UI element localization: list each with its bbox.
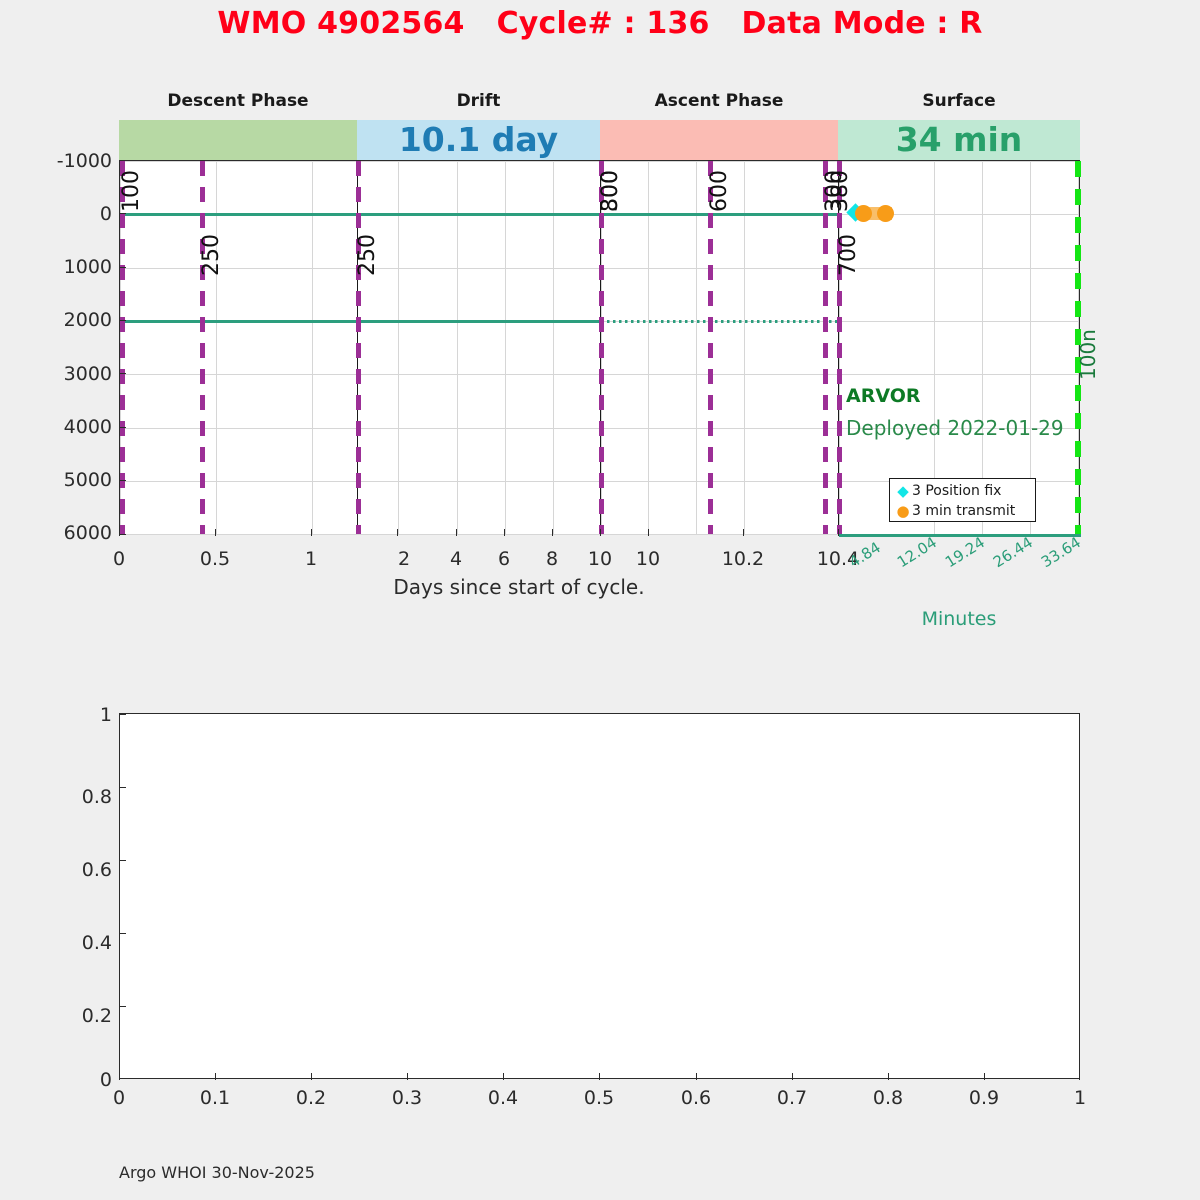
annotation-100: 100 [119,170,144,212]
minutes-tick-label: 12.04 [894,533,940,572]
event-line-800 [599,161,604,534]
ytick2-label: 0.8 [81,786,112,808]
reference-line-0 [120,213,839,216]
circle-icon: ● [896,501,910,520]
minutes-axis-label: Minutes [921,608,997,630]
ytick-label: 0 [99,203,112,225]
reference-line-2000-dotted [601,320,839,323]
ytick-label: 4000 [63,416,112,438]
xtick2-label: 0.5 [583,1087,615,1109]
event-line-surface-end [1075,161,1081,534]
ytick2-label: 1 [99,704,112,726]
phase-duration-surface: 34 min [895,120,1023,159]
xtick-label: 10 [587,548,613,570]
annotation-250a: 250 [199,234,224,276]
xtick-label: 2 [397,548,411,570]
ytick-label: 5000 [63,469,112,491]
xtick-label: 1 [304,548,318,570]
event-line-250a [200,161,205,534]
phase-label-surface: Surface [922,91,996,111]
annotation-380: 380 [828,170,853,212]
xaxis-label: Days since start of cycle. [393,575,645,599]
secondary-plot [119,713,1080,1079]
phase-label-ascent: Ascent Phase [654,91,784,111]
xtick-label: 0.5 [199,548,231,570]
legend-item-transmit: ● 3 min transmit [894,501,1031,521]
event-line-700 [837,161,842,534]
xtick-label: 4 [449,548,463,570]
phase-label-descent: Descent Phase [167,91,309,111]
annotation-100n: 100n [1076,329,1100,380]
xtick2-label: 0.2 [295,1087,327,1109]
reference-line-surface [839,534,1081,537]
float-model: ARVOR [846,385,921,407]
transmit-marker-2 [877,205,894,222]
xtick2-label: 0.9 [968,1087,1000,1109]
xtick2-label: 0.7 [776,1087,808,1109]
minutes-tick-label: 26.44 [990,533,1036,572]
legend-label-transmit: 3 min transmit [912,503,1016,519]
diamond-icon: ◆ [897,481,909,500]
event-line-600 [708,161,713,534]
float-deployed: Deployed 2022-01-29 [846,416,1064,440]
ytick2-label: 0.2 [81,1005,112,1027]
annotation-700: 700 [836,234,861,276]
phase-duration-drift: 10.1 day [398,120,559,159]
ytick-label: 2000 [63,309,112,331]
phase-band-drift [357,120,600,160]
legend-item-position-fix: ◆ 3 Position fix [894,481,1031,501]
xtick-label: 10 [635,548,661,570]
xtick2-label: 0.6 [680,1087,712,1109]
xtick-label: 10.2 [721,548,765,570]
annotation-250b: 250 [355,234,380,276]
legend-label-position-fix: 3 Position fix [912,483,1002,499]
annotation-300a: 300 [598,170,623,212]
phase-label-drift: Drift [456,91,501,111]
footer-credit: Argo WHOI 30-Nov-2025 [119,1163,315,1182]
phase-band-descent [119,120,357,160]
ytick2-label: 0.4 [81,932,112,954]
xtick2-label: 0.4 [487,1087,519,1109]
phase-band-surface [838,120,1080,160]
ytick-label: 6000 [63,522,112,544]
page-title: WMO 4902564 Cycle# : 136 Data Mode : R [217,6,983,41]
minutes-tick-label: 33.64 [1038,533,1084,572]
minutes-tick-label: 19.24 [942,533,988,572]
ytick2-label: 0 [99,1069,112,1091]
xtick2-label: 0.1 [199,1087,231,1109]
event-line-250b [356,161,361,534]
xtick-label: 0 [112,548,126,570]
xtick2-label: 1 [1073,1087,1087,1109]
ytick-label: 1000 [63,256,112,278]
ytick2-label: 0.6 [81,859,112,881]
transmit-marker-1 [855,205,872,222]
xtick2-label: 0 [112,1087,126,1109]
event-line-100 [120,161,125,534]
plot-legend: ◆ 3 Position fix ● 3 min transmit [889,478,1036,522]
ytick-label: -1000 [56,150,112,172]
xtick2-label: 0.8 [872,1087,904,1109]
xtick-label: 8 [545,548,559,570]
event-line-300 [823,161,828,534]
annotation-600: 600 [707,170,732,212]
xtick-label: 10.4 [816,548,860,570]
ytick-label: 3000 [63,363,112,385]
xtick-label: 6 [497,548,511,570]
phase-band-ascent [600,120,838,160]
xtick2-label: 0.3 [391,1087,423,1109]
